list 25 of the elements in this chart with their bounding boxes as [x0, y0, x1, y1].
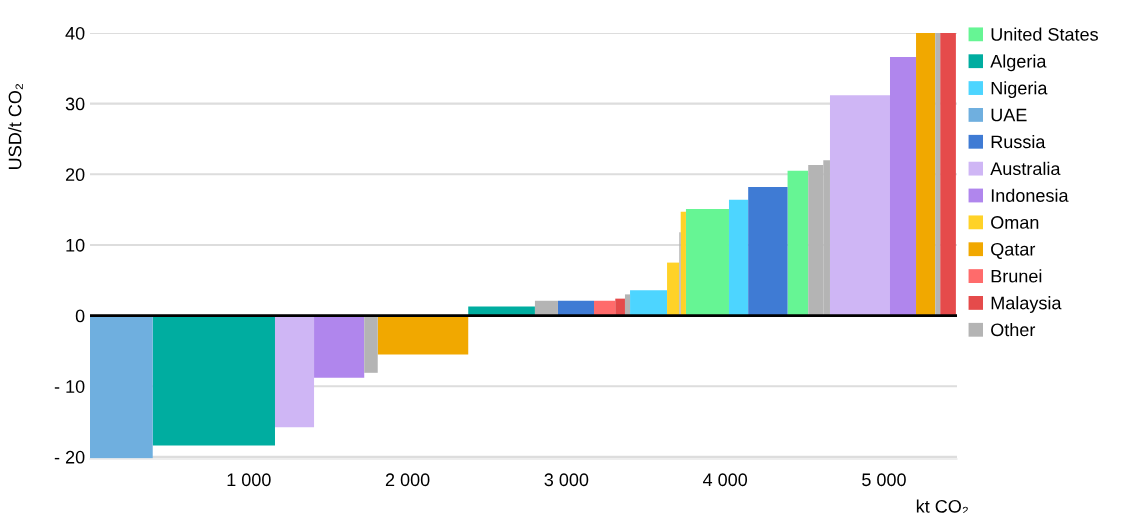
y-tick-label: - 10	[54, 380, 85, 393]
legend-label: United States	[991, 27, 1098, 41]
legend-label: Malaysia	[991, 296, 1062, 313]
x-tick-label: 3 000	[544, 473, 589, 487]
legend-label: Australia	[990, 161, 1061, 176]
y-tick-label: 30	[65, 97, 85, 111]
y-tick-label: 40	[65, 26, 85, 40]
y-tick-label: 20	[65, 168, 85, 182]
y-tick-label: 0	[75, 309, 85, 323]
legend-label: Qatar	[991, 242, 1036, 259]
y-tick-label: 10	[66, 238, 85, 252]
x-tick-label: 5 000	[862, 473, 906, 487]
legend-label: Indonesia	[991, 188, 1069, 202]
legend-label: Nigeria	[991, 81, 1048, 99]
y-axis-title: USD/t CO₂	[8, 83, 23, 169]
legend-label: Other	[991, 322, 1036, 337]
x-tick-label: 2 000	[385, 473, 430, 487]
y-tick-label: - 20	[54, 450, 85, 464]
legend-label: Algeria	[990, 54, 1047, 72]
legend-label: Brunei	[991, 269, 1042, 283]
legend-label: Oman	[991, 216, 1039, 229]
x-tick-label: 4 000	[702, 473, 748, 487]
legend-label: Russia	[991, 134, 1046, 149]
legend-label: UAE	[991, 108, 1027, 122]
x-tick-label: 1 000	[227, 473, 271, 487]
